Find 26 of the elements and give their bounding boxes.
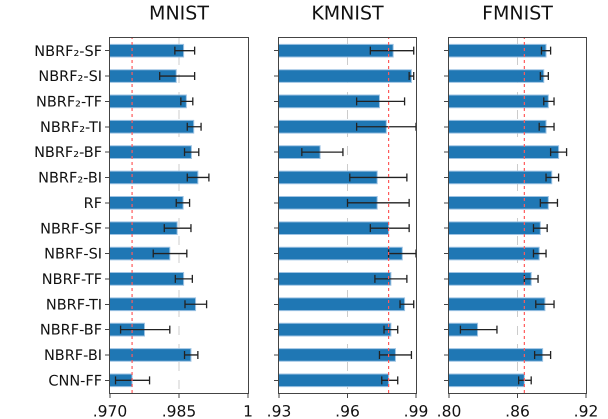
x-tick-label: .92 xyxy=(574,402,598,419)
y-tick-label: NBRF₂-BF xyxy=(34,145,102,162)
x-tick-label: .93 xyxy=(266,402,292,419)
y-tick-label: NBRF-BI xyxy=(44,348,102,364)
x-tick-label: .96 xyxy=(335,402,360,419)
y-tick-label: CNN-FF xyxy=(48,373,102,390)
x-tick-label: .80 xyxy=(436,402,462,419)
x-tick-label: .985 xyxy=(162,402,196,419)
y-tick-label: NBRF-SF xyxy=(40,221,102,238)
x-tick-label: 1 xyxy=(243,402,253,419)
y-tick-label: NBRF₂-BI xyxy=(38,170,102,187)
chart-title: MNIST xyxy=(149,2,210,25)
y-tick-label: NBRF-TF xyxy=(42,272,102,288)
y-tick-label: NBRF-SI xyxy=(44,246,102,263)
y-tick-label: NBRF₂-TF xyxy=(36,94,102,110)
y-tick-label: NBRF₂-SI xyxy=(38,69,102,86)
y-tick-label: NBRF-TI xyxy=(46,297,102,314)
y-tick-label: RF xyxy=(84,196,102,212)
x-tick-label: .86 xyxy=(505,402,530,419)
chart-title: FMNIST xyxy=(482,2,554,25)
x-tick-label: .970 xyxy=(92,402,128,419)
x-tick-label: .99 xyxy=(404,402,428,419)
y-tick-label: NBRF₂-SF xyxy=(34,44,102,60)
y-tick-label: NBRF₂-TI xyxy=(40,120,102,136)
y-tick-label: NBRF-BF xyxy=(40,322,102,339)
chart-title: KMNIST xyxy=(311,2,384,25)
